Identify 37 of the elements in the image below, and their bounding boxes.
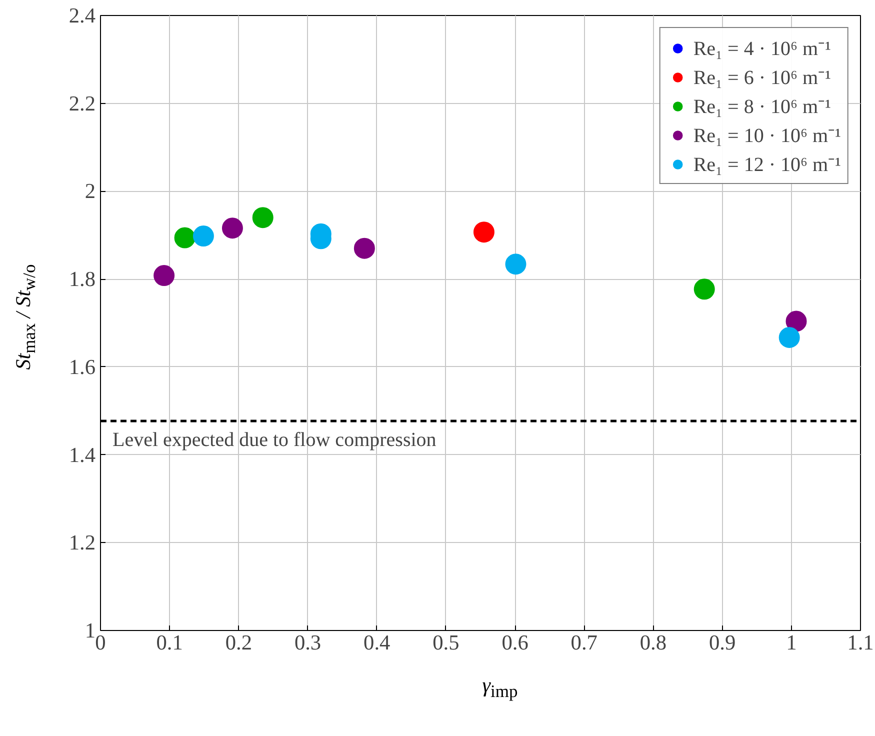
point (786, 310, 807, 332)
x-tick-label: 0.8 (640, 630, 667, 654)
y-tick-label: 2.4 (68, 4, 96, 28)
point (354, 238, 375, 259)
x-tick-label: 1.1 (847, 630, 874, 654)
point (505, 254, 526, 275)
point (174, 227, 196, 248)
y-tick-label: 1.4 (68, 442, 96, 467)
y-tick-label: 1.2 (68, 530, 96, 555)
x-tick-label: 1 (786, 630, 797, 654)
point (154, 265, 175, 286)
x-tick-label: 0.7 (570, 630, 598, 654)
legend-label: Re₁ = 4 · 10⁶ m⁻¹ (693, 37, 831, 61)
point (694, 278, 715, 300)
legend-label: Re₁ = 12 · 10⁶ m⁻¹ (693, 153, 841, 177)
x-tick-label: 0.3 (294, 630, 322, 654)
x-tick-label: 0.6 (502, 630, 529, 654)
legend-label: Re₁ = 8 · 10⁶ m⁻¹ (693, 95, 831, 119)
point (252, 207, 274, 228)
legend-label: Re₁ = 6 · 10⁶ m⁻¹ (693, 66, 831, 90)
y-tick-label: 2 (84, 179, 96, 204)
ref-line-label: Level expected due to flow compression (112, 428, 436, 451)
x-tick-label: 0.4 (364, 630, 391, 654)
x-tick-label: 0.9 (708, 630, 736, 654)
y-tick-label: 2.2 (68, 91, 96, 116)
y-tick-label: 1.8 (68, 267, 96, 292)
x-axis-title: γ$_{imp}$ (482, 673, 518, 702)
legend-label: Re₁ = 10 · 10⁶ m⁻¹ (693, 124, 841, 148)
point (473, 222, 494, 243)
y-tick-label: 1.6 (68, 354, 96, 379)
x-tick-label: 0.1 (156, 630, 183, 654)
x-tick-label: 0.5 (432, 630, 460, 654)
x-tick-label: 0.2 (225, 630, 252, 654)
x-tick-label: 0 (95, 630, 106, 654)
point (778, 327, 800, 348)
point (192, 226, 214, 246)
point (222, 218, 243, 239)
